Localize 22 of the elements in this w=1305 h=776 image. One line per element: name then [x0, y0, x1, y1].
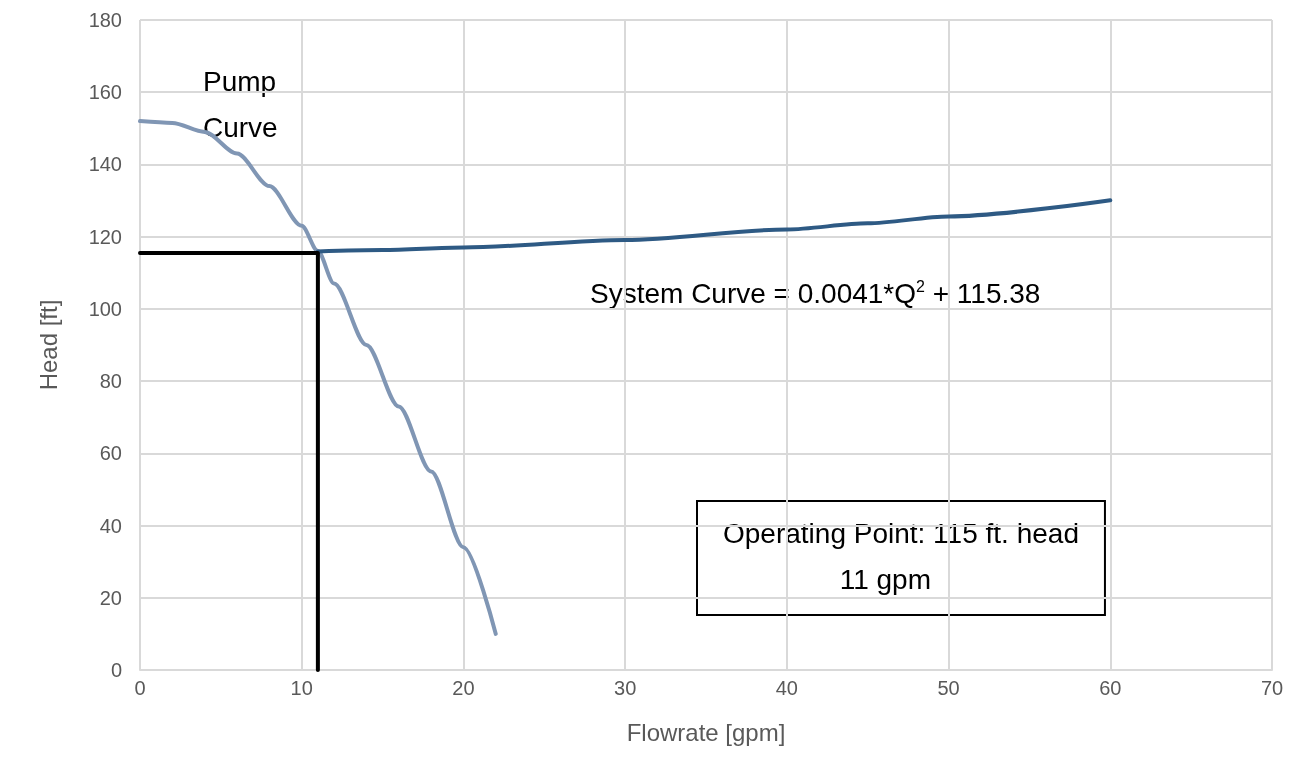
y-tick-label: 120 [88, 225, 122, 248]
x-tick-label: 10 [290, 677, 313, 699]
y-tick-label: 140 [88, 153, 122, 176]
y-tick-label: 60 [99, 442, 122, 465]
y-tick-label: 20 [99, 586, 122, 609]
y-tick-label: 100 [88, 297, 122, 320]
x-tick-label: 40 [775, 677, 798, 699]
x-tick-label: 60 [1099, 677, 1122, 699]
x-tick-label: 70 [1260, 677, 1284, 699]
y-tick-label: 0 [110, 659, 122, 681]
line-series [315, 198, 1113, 254]
line-series [138, 119, 498, 636]
y-tick-label: 180 [88, 9, 122, 31]
y-tick-label: 160 [88, 81, 122, 104]
x-tick-label: 50 [937, 677, 960, 699]
x-tick-label: 0 [134, 677, 146, 699]
y-tick-label: 40 [99, 514, 122, 537]
x-tick-label: 20 [452, 677, 475, 699]
x-tick-label: 30 [614, 677, 637, 699]
x-axis-title: Flowrate [gpm] [626, 718, 786, 746]
y-axis-title: Head [ft] [34, 299, 62, 391]
y-tick-label: 80 [99, 370, 122, 393]
